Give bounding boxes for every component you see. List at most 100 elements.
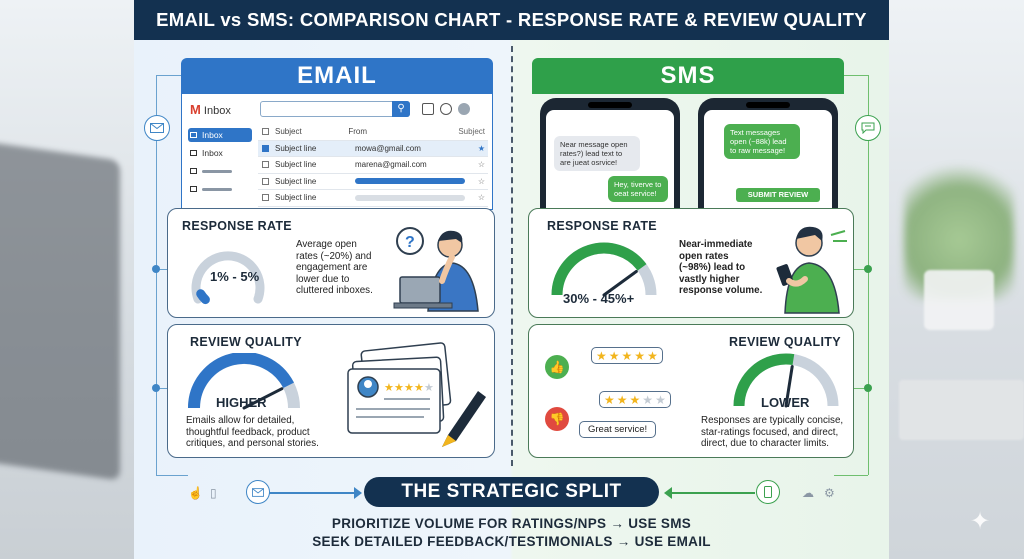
connector-line [844,269,868,270]
connector-line [156,75,157,475]
mail-row[interactable]: Subject line ☆ [258,174,488,190]
five-star-rating: ★ ★ ★ ★ ★ [591,347,663,364]
star-icon[interactable]: ☆ [477,193,485,203]
sms-quality-label: LOWER [761,395,810,410]
email-quality-desc: Emails allow for detailed, thoughtful fe… [186,415,319,449]
email-response-gauge [191,251,265,305]
star-filled-icon: ★ [647,348,658,363]
sidebar-item[interactable] [188,164,252,178]
sms-review-quality-title: REVIEW QUALITY [729,335,841,349]
connector-dot [152,265,160,273]
document-icon: ▯ [210,486,217,500]
center-divider [511,46,513,466]
gmail-logo: M Inbox [190,102,231,117]
envelope-icon [144,115,170,141]
cloud-icon: ☁ [802,486,814,500]
envelope-icon [246,480,270,504]
background-book [899,380,1024,440]
email-response-desc: Average open rates (~20%) and engagement… [296,239,373,296]
person-texting-illustration [776,226,847,314]
star-icon[interactable]: ★ [477,143,485,153]
submit-review-button[interactable]: SUBMIT REVIEW [736,188,820,202]
phone-screen: Near message open rates?) lead text to a… [546,110,674,210]
inbox-app-label: Inbox [203,105,231,117]
sms-header: SMS [532,58,844,94]
gear-icon: ⚙ [824,486,835,500]
connector-dot [864,384,872,392]
sms-quality-gauge [733,353,839,408]
star-empty-icon: ★ [642,392,654,407]
email-header: EMAIL [181,58,493,94]
strategy-line-sms: PRIORITIZE VOLUME FOR RATINGS/NPS → USE … [331,516,692,531]
star-filled-icon: ★ [616,392,628,407]
arrow-head-left [664,487,672,499]
svg-text:?: ? [405,234,415,251]
arrow-to-split-right [669,492,755,494]
mail-list-header: Subject From Subject [258,124,488,141]
mail-row[interactable]: Subject line ☆ [258,190,488,207]
phone-screen: Text messages open (~88k) lead to raw me… [704,110,832,210]
poster-title: EMAIL vs SMS: COMPARISON CHART - RESPONS… [134,0,889,40]
connector-line [868,75,869,475]
connector-line [156,75,182,76]
connector-dot [152,384,160,392]
star-empty-icon: ★ [424,382,434,394]
connector-dot [864,265,872,273]
incoming-message: Near message open rates?) lead text to a… [554,136,640,171]
sms-response-gauge [551,242,657,297]
person-thinking-illustration: ? [393,227,479,312]
comparison-poster: EMAIL vs SMS: COMPARISON CHART - RESPONS… [134,0,889,559]
sidebar-item-inbox-2[interactable]: Inbox [188,146,252,160]
email-review-quality-card: REVIEW QUALITY HIGHER Emails allow for d… [167,324,495,458]
strategy-line-email: SEEK DETAILED FEEDBACK/TESTIMONIALS → US… [312,534,711,549]
outgoing-message: Text messages open (~88k) lead to raw me… [724,124,800,159]
star-filled-icon: ★ [634,348,646,363]
sms-quality-desc: Responses are typically concise, star-ra… [701,415,844,449]
arrow-to-split-left [264,492,360,494]
strategic-split-banner: THE STRATEGIC SPLIT [364,477,659,507]
search-input[interactable]: ⚲ [260,101,410,117]
email-response-rate-value: 1% - 5% [210,269,260,284]
connector-line [844,388,868,389]
background-pot [924,270,994,330]
star-filled-icon: ★ [414,382,424,394]
sidebar-item[interactable] [188,182,252,196]
phone-mockup-1: Near message open rates?) lead text to a… [540,98,680,210]
help-icon[interactable] [440,103,452,115]
sms-response-rate-value: 30% - 45%+ [563,291,635,306]
sms-response-desc: Near-immediate open rates (~98%) lead to… [679,239,763,296]
review-cards-illustration: ★ ★ ★ ★ ★ [347,342,486,447]
star-filled-icon: ★ [404,382,414,394]
mail-row[interactable]: Subject line mowa@gmail.com ★ [258,140,488,157]
avatar[interactable] [458,103,470,115]
star-filled-icon: ★ [629,392,641,407]
grid-icon[interactable] [422,103,434,115]
sparkle-icon: ✦ [970,508,991,535]
smartphone-icon [756,480,780,504]
sms-response-rate-card: RESPONSE RATE 30% - 45%+ Near-immediate … [528,208,854,318]
star-filled-icon: ★ [394,382,404,394]
email-review-quality-title: REVIEW QUALITY [190,335,302,349]
outgoing-message: Hey, tiverve to oeat service! [608,176,668,202]
sidebar-item-inbox[interactable]: Inbox [188,128,252,142]
inbox-toolbar: M Inbox ⚲ [182,94,492,124]
star-filled-icon: ★ [604,392,615,407]
star-icon[interactable]: ☆ [477,160,485,170]
search-icon[interactable]: ⚲ [392,101,410,117]
great-service-bubble: Great service! [579,421,657,438]
connector-line [834,475,868,476]
star-icon[interactable]: ☆ [477,176,485,186]
three-star-rating: ★ ★ ★ ★ ★ [599,391,671,408]
email-quality-gauge [187,353,300,410]
thumbs-up-icon: 👍 [545,355,569,379]
star-filled-icon: ★ [384,382,394,394]
background-laptop [0,139,120,481]
star-filled-icon: ★ [596,348,607,363]
star-filled-icon: ★ [608,348,620,363]
email-inbox-mockup: M Inbox ⚲ Inbox Inbox Subject From Subje… [181,94,493,210]
thumbs-down-icon: 👎 [545,407,569,431]
mail-row[interactable]: Subject line marena@gmail.com ☆ [258,157,488,174]
connector-line [844,75,868,76]
star-empty-icon: ★ [655,392,666,407]
sms-response-rate-title: RESPONSE RATE [547,219,657,233]
